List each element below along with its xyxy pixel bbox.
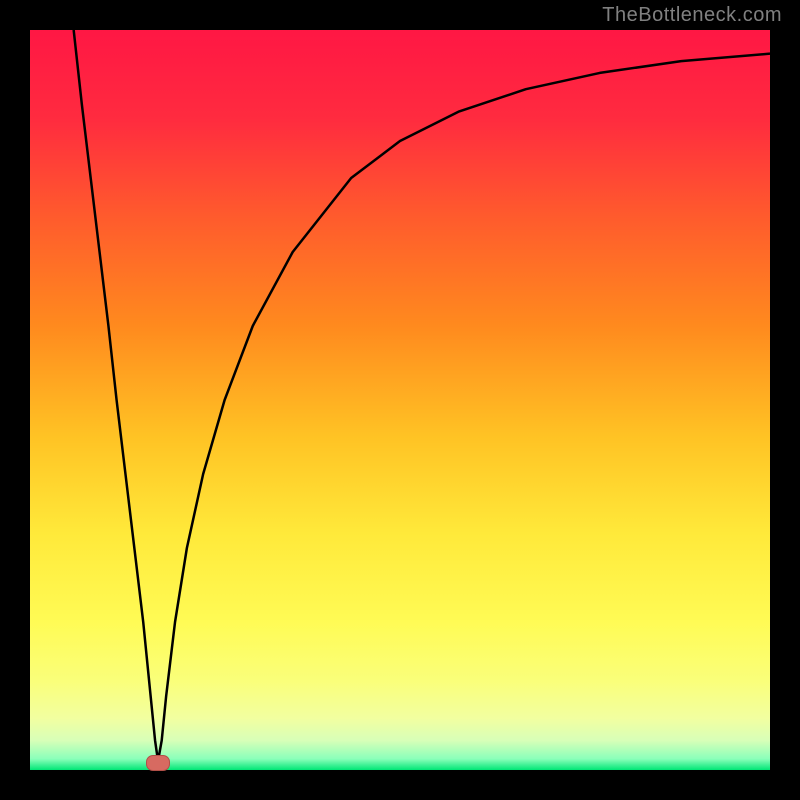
watermark-text: TheBottleneck.com — [602, 4, 782, 27]
chart-container: TheBottleneck.com — [0, 0, 800, 800]
bottleneck-curve — [30, 30, 770, 770]
plot-area — [30, 30, 770, 770]
curve-path — [74, 30, 770, 761]
minimum-marker — [146, 755, 170, 771]
